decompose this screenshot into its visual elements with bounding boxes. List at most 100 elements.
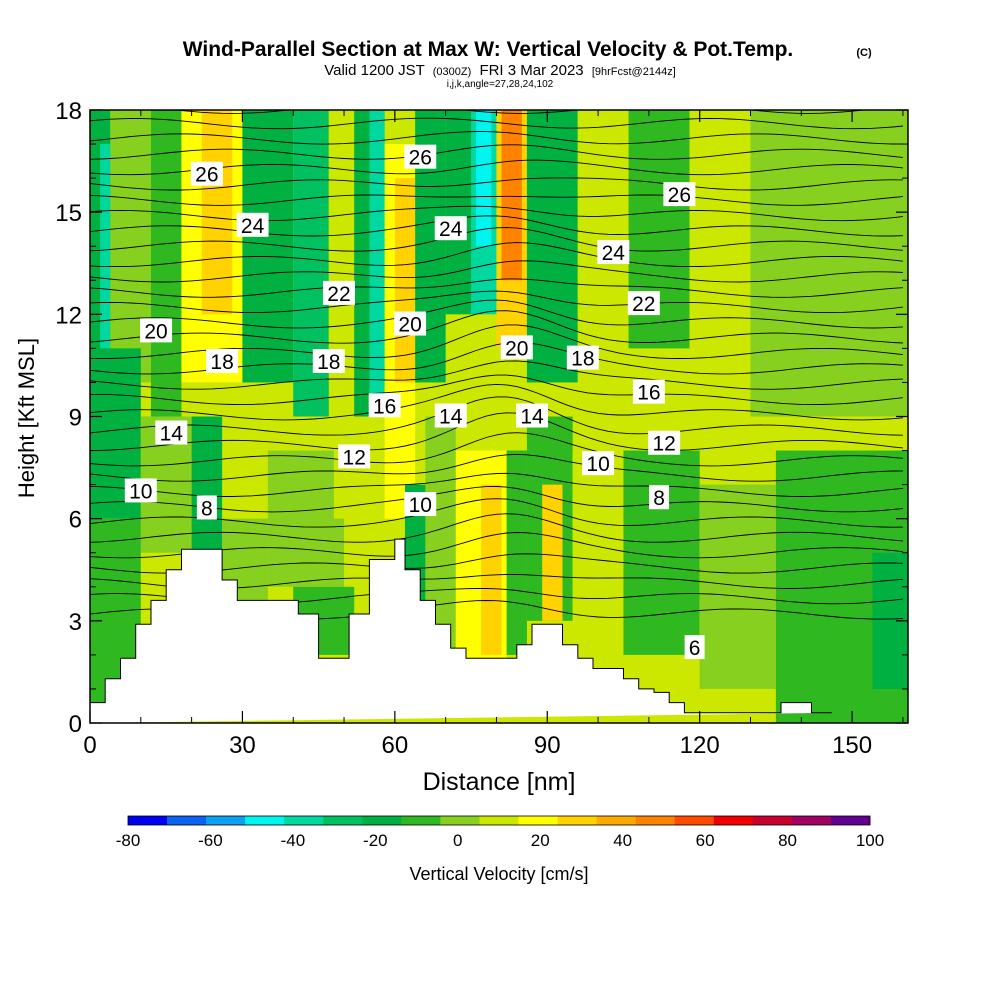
theta-label: 20 [140,318,173,343]
theta-label-text: 20 [144,320,167,343]
theta-label-text: 16 [373,395,396,418]
colorbar-frame [127,815,871,826]
theta-line [90,486,903,513]
plot-area [90,110,908,723]
colorbar-swatch [440,816,480,825]
colorbar-swatch [362,816,402,825]
y-tick-label: 6 [69,507,82,534]
theta-line [90,412,903,452]
theta-line [90,144,903,160]
theta-label-text: 10 [129,480,152,503]
y-tick-label: 0 [69,711,82,738]
colorbar-tick-label: 100 [856,831,884,850]
theta-label-text: 16 [637,382,660,405]
theta-label-text: 12 [652,433,675,456]
theta-label-text: 18 [571,348,594,371]
theta-label: 24 [597,240,630,265]
colorbar: -80 -60 -40 -20 0 20 40 60 80 100 [116,815,884,850]
theta-line [90,396,903,436]
theta-label-text: 26 [409,147,432,170]
theta-line [90,299,903,329]
theta-label: 20 [500,335,533,360]
colorbar-swatch [167,816,207,825]
theta-line [90,290,903,314]
theta-label-text: 24 [439,218,463,241]
theta-label: 22 [322,280,355,306]
theta-label: 12 [338,444,371,469]
theta-line [90,215,903,237]
theta-label-text: 6 [689,637,701,660]
theta-line [90,310,903,344]
subtitle-utc: (0300Z) [433,66,472,78]
velocity-cell [481,484,502,655]
y-tick-label: 12 [55,302,82,329]
theta-label: 26 [190,161,223,187]
velocity-cell [501,110,522,281]
theta-line [90,117,903,130]
theta-line [90,242,903,268]
colorbar-tick-label: 40 [613,831,632,850]
theta-line [90,532,903,559]
colorbar-swatch [752,816,793,825]
x-tick-label: 90 [534,732,561,759]
colorbar-swatch [713,816,754,825]
theta-line [90,498,903,528]
colorbar-tick-label: -60 [198,831,223,850]
theta-label-text: 24 [602,242,626,265]
theta-line [90,374,903,406]
theta-label-text: 14 [520,406,544,429]
theta-line [90,260,903,283]
x-tick-label: 30 [229,732,256,759]
theta-line [90,159,903,176]
velocity-cell [572,450,624,655]
theta-label-text: 18 [317,351,340,374]
theta-line [90,227,903,252]
y-tick-label: 9 [69,405,82,432]
colorbar-swatch [323,816,363,825]
y-tick-label: 3 [69,609,82,636]
theta-line [90,360,903,390]
colorbar-tick-label: 0 [453,831,462,850]
theta-line [90,472,903,497]
y-tick-label: 18 [55,98,82,125]
colorbar-swatch [830,816,871,825]
colorbar-tick-label: -20 [363,831,388,850]
colorbar-tick-label: 80 [778,831,797,850]
theta-label-text: 14 [160,423,184,446]
velocity-cell [542,484,563,621]
colorbar-swatch [518,816,558,825]
velocity-cell [506,450,527,655]
colorbar-swatch [284,816,324,825]
theta-label: 24 [236,212,269,238]
theta-label-text: 12 [343,446,366,469]
theta-line [90,131,903,145]
theta-label-text: 14 [439,406,463,429]
theta-label: 14 [155,420,188,446]
colorbar-swatch [245,816,285,825]
colorbar-swatch [596,816,636,825]
velocity-cell [476,110,492,247]
theta-line [90,177,903,191]
theta-label: 18 [566,345,599,371]
theta-label-text: 22 [327,283,350,306]
colorbar-tick-label: -80 [116,831,141,850]
colorbar-swatch [635,816,676,825]
velocity-cell [623,450,700,655]
terrain [90,538,832,723]
colorbar-swatch [206,816,246,825]
velocity-cell [150,110,182,417]
theta-label-text: 22 [632,293,655,316]
colorbar-label: Vertical Velocity [cm/s] [409,864,588,884]
theta-line [90,432,903,467]
theta-line [90,453,903,482]
theta-label-text: 10 [409,494,432,517]
theta-label: 16 [632,379,665,405]
theta-label: 26 [663,182,696,207]
theta-label-text: 20 [505,337,528,360]
theta-label-text: 26 [668,184,691,207]
x-tick-label: 150 [832,732,872,759]
theta-labels: 26 24 22 20 18 18 14 16 12 10 8 10 26 24 20 14 14 20 18 26 2… [124,144,705,660]
theta-label: 18 [206,349,239,374]
axes: 0 30 60 90 120 150 0 3 6 9 12 15 18 [55,98,908,759]
colorbar-swatch [791,816,832,825]
